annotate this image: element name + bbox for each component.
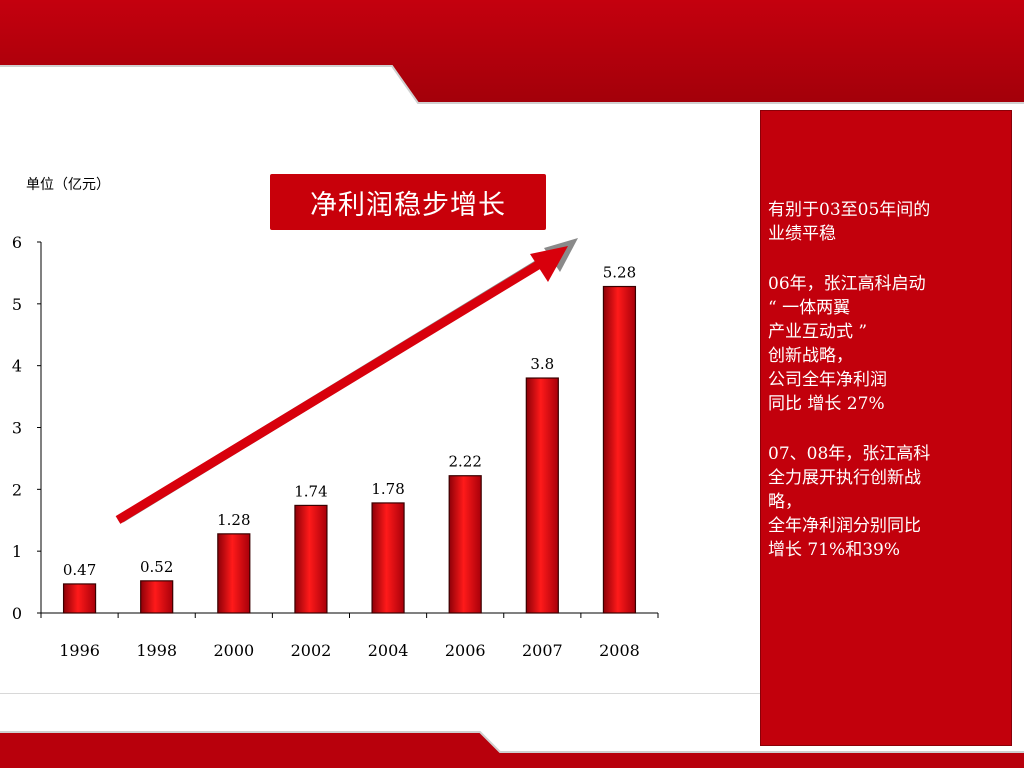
side-paragraph-line: 公司全年净利润 — [768, 370, 887, 390]
side-commentary-panel: 有别于03至05年间的 业绩平稳 06年，张江高科启动 “ 一体两翼 产业互动式 ” 创新… — [760, 110, 1012, 746]
bottom-banner — [0, 731, 1024, 768]
chart-title-box: 净利润稳步增长 — [270, 174, 546, 230]
bar — [294, 504, 328, 614]
bar — [371, 502, 405, 614]
x-tick-label: 2008 — [599, 641, 640, 660]
bar — [448, 475, 482, 614]
data-label: 1.28 — [217, 511, 250, 529]
x-tick-label: 2000 — [213, 641, 254, 660]
side-paragraph-line: 全年净利润分别同比 — [768, 516, 921, 536]
bar — [602, 285, 637, 614]
y-tick-label: 6 — [12, 233, 22, 252]
data-label: 3.8 — [530, 355, 554, 373]
side-paragraph-line: 增长 71%和39% — [768, 540, 900, 560]
side-paragraph-line: 业绩平稳 — [768, 224, 836, 244]
data-label: 5.28 — [603, 264, 636, 282]
chart-labels: 0 1 2 3 4 5 6 0.47 1996 0.52 1998 1.28 2000 1.74 2002 1… — [12, 233, 640, 660]
side-paragraph-line: 07、08年，张江高科 — [768, 444, 931, 464]
y-tick-label: 2 — [12, 480, 22, 499]
side-paragraph-line: “ 一体两翼 — [768, 298, 851, 318]
unit-label: 单位（亿元） — [26, 177, 110, 193]
y-tick-label: 3 — [12, 419, 22, 438]
data-label: 1.78 — [371, 480, 404, 498]
x-tick-label: 1998 — [136, 641, 177, 660]
side-paragraph-line: 有别于03至05年间的 — [768, 200, 931, 220]
y-tick-label: 5 — [12, 295, 22, 314]
x-tick-label: 1996 — [59, 641, 100, 660]
data-label: 0.52 — [140, 558, 173, 576]
bar — [140, 580, 174, 614]
content-frame — [0, 108, 760, 694]
trend-arrow-group — [115, 238, 578, 524]
side-paragraph-line: 产业互动式 ” — [768, 322, 868, 342]
y-tick-label: 1 — [12, 542, 22, 561]
data-label: 0.47 — [63, 561, 96, 579]
y-tick-label: 4 — [12, 357, 22, 376]
side-paragraph-line: 略， — [768, 492, 802, 512]
data-label: 1.74 — [294, 482, 327, 500]
trend-arrow — [115, 261, 541, 524]
side-paragraph-line: 同比 增长 27% — [768, 394, 885, 414]
side-paragraph-line: 创新战略， — [768, 346, 853, 366]
bar — [525, 377, 559, 614]
chart-bars — [62, 285, 637, 614]
side-paragraph: 06年，张江高科启动 “ 一体两翼 产业互动式 ” 创新战略， 公司全年净利润 同比 增长… — [768, 272, 1006, 416]
side-paragraph: 有别于03至05年间的 业绩平稳 — [768, 198, 1006, 246]
trend-arrow-head — [530, 246, 568, 282]
side-paragraphs: 有别于03至05年间的 业绩平稳 06年，张江高科启动 “ 一体两翼 产业互动式 ” 创新… — [768, 198, 1006, 562]
chart-title: 净利润稳步增长 — [310, 189, 506, 221]
bar — [62, 583, 97, 614]
side-paragraph-line: 06年，张江高科启动 — [768, 274, 926, 294]
x-tick-label: 2007 — [522, 641, 563, 660]
bar — [217, 533, 251, 614]
x-tick-label: 2004 — [368, 641, 409, 660]
data-label: 2.22 — [448, 453, 481, 471]
side-paragraph: 07、08年，张江高科 全力展开执行创新战 略， 全年净利润分别同比 增长 71%和39… — [768, 442, 1006, 562]
side-paragraph-line: 全力展开执行创新战 — [768, 468, 921, 488]
y-tick-label: 0 — [12, 604, 22, 623]
x-tick-label: 2006 — [445, 641, 486, 660]
top-banner — [0, 0, 1024, 104]
x-tick-label: 2002 — [291, 641, 332, 660]
chart-axes — [37, 241, 659, 618]
